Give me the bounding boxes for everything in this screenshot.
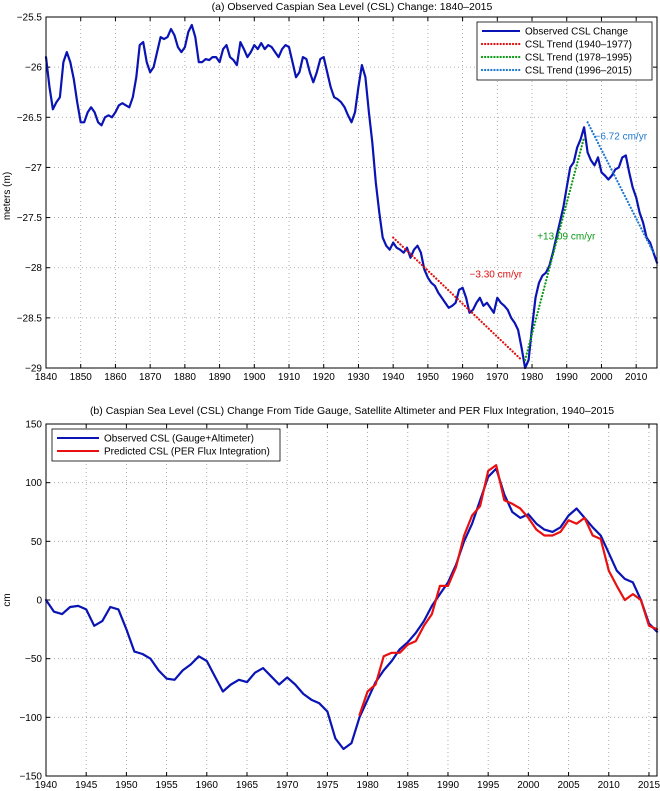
panel-a: (a) Observed Caspian Sea Level (CSL) Cha…	[2, 1, 659, 383]
panel-b-x-tick-label: 1950	[115, 780, 138, 791]
panel-b-series-2-line	[358, 464, 659, 717]
panel-b-grid	[46, 424, 657, 776]
panel-a-x-tick-label: 1890	[208, 372, 231, 383]
panel-a-x-tick-label: 1930	[347, 372, 370, 383]
panel-b-x-tick-label: 1945	[75, 780, 98, 791]
panel-a-x-tick-label: 1940	[382, 372, 405, 383]
panel-b-y-tick-label: 150	[25, 420, 42, 431]
panel-a-legend-label: CSL Trend (1978–1995)	[525, 53, 632, 64]
panel-a-y-tick-label: −26.5	[17, 113, 43, 124]
panel-b-y-tick-label: 100	[25, 478, 42, 489]
panel-b-y-tick-label: −100	[19, 713, 42, 724]
panel-a-x-tick-label: 1860	[104, 372, 127, 383]
panel-a-series-4-line	[586, 121, 655, 254]
panel-a-y-tick-label: −25.5	[17, 13, 43, 24]
panel-a-x-tick-label: 1980	[521, 372, 544, 383]
panel-b-x-tick-label: 2000	[517, 780, 540, 791]
panel-a-series	[44, 23, 659, 370]
panel-a-legend: Observed CSL Change CSL Trend (1940–1977)…	[476, 21, 653, 81]
panel-b-y-tick-label: 50	[31, 537, 43, 548]
panel-a-x-tick-label: 1970	[486, 372, 509, 383]
panel-a-x-tick-label: 1960	[451, 372, 474, 383]
panel-b-x-tick-label: 2010	[598, 780, 621, 791]
panel-a-x-tick-label: 1900	[243, 372, 266, 383]
panel-a-ticks: 1840 1850 1860 1870 1880 1890 1900 1910 1920 1930…	[17, 13, 657, 383]
panel-b-y-tick-label: −50	[25, 654, 42, 665]
panel-b-legend-label: Predicted CSL (PER Flux Integration)	[104, 447, 270, 458]
panel-b-x-tick-label: 1970	[276, 780, 299, 791]
panel-b-y-tick-label: −150	[19, 772, 42, 783]
panel-a-y-tick-label: −27.5	[17, 213, 43, 224]
panel-b-x-tick-label: 1995	[477, 780, 500, 791]
panel-a-trend-annotation: −6.72 cm/yr	[595, 131, 648, 142]
panel-b-y-axis-label: cm	[2, 593, 13, 606]
panel-b-x-tick-label: 1955	[155, 780, 178, 791]
panel-a-x-tick-label: 1950	[417, 372, 440, 383]
panel-b-ticks: 1940 1945 1950 1955 1960 1965 1970 1975 1980 1985…	[19, 420, 660, 791]
panel-a-trend-annotation: −3.30 cm/yr	[470, 270, 523, 281]
panel-b: (b) Caspian Sea Level (CSL) Change From …	[2, 405, 660, 791]
panel-a-legend-label: Observed CSL Change	[525, 27, 628, 38]
panel-a-x-tick-label: 1840	[35, 372, 58, 383]
panel-a-y-tick-label: −28.5	[17, 313, 43, 324]
panel-a-title: (a) Observed Caspian Sea Level (CSL) Cha…	[212, 1, 493, 13]
panel-b-series	[44, 464, 659, 751]
panel-a-x-tick-label: 1870	[139, 372, 162, 383]
panel-b-legend-label: Observed CSL (Gauge+Altimeter)	[104, 434, 254, 445]
panel-b-x-tick-label: 1990	[437, 780, 460, 791]
panel-a-y-tick-label: −26	[25, 63, 42, 74]
panel-b-x-tick-label: 1980	[356, 780, 379, 791]
panel-a-x-tick-label: 1990	[556, 372, 579, 383]
panel-a-trend-annotation: +13.09 cm/yr	[537, 232, 596, 243]
panel-b-x-tick-label: 1960	[196, 780, 219, 791]
panel-a-y-tick-label: −27	[25, 163, 42, 174]
panel-b-x-tick-label: 2005	[557, 780, 580, 791]
panel-a-series-2-line	[392, 236, 523, 362]
panel-a-x-tick-label: 2010	[625, 372, 648, 383]
panel-b-plot-frame	[45, 423, 658, 777]
panel-b-x-tick-label: 1985	[397, 780, 420, 791]
panel-a-y-axis-label: meters (m)	[2, 172, 13, 220]
panel-a-x-tick-label: 1920	[313, 372, 336, 383]
panel-b-y-tick-label: 0	[36, 596, 42, 607]
panel-b-x-tick-label: 1975	[316, 780, 339, 791]
panel-a-legend-label: CSL Trend (1996–2015)	[525, 66, 632, 77]
panel-a-x-tick-label: 2000	[590, 372, 613, 383]
panel-b-x-tick-label: 2015	[638, 780, 660, 791]
panel-a-annotations: −3.30 cm/yr +13.09 cm/yr −6.72 cm/yr	[470, 131, 648, 280]
panel-b-legend: Observed CSL (Gauge+Altimeter) Predicted …	[51, 428, 281, 462]
panel-a-x-tick-label: 1880	[174, 372, 197, 383]
panel-a-plot-frame	[45, 16, 658, 369]
panel-b-series-1-line	[44, 467, 659, 751]
panel-b-legend-box	[51, 428, 281, 462]
panel-b-x-tick-label: 1940	[35, 780, 58, 791]
panel-a-y-tick-label: −29	[25, 364, 42, 375]
panel-a-y-tick-label: −28	[25, 263, 42, 274]
panel-b-title: (b) Caspian Sea Level (CSL) Change From …	[90, 405, 614, 417]
panel-a-x-tick-label: 1850	[70, 372, 93, 383]
panel-a-grid	[46, 17, 657, 368]
panel-a-legend-label: CSL Trend (1940–1977)	[525, 40, 632, 51]
panel-b-x-tick-label: 1965	[236, 780, 259, 791]
panel-a-series-1-line	[44, 23, 659, 370]
panel-a-x-tick-label: 1910	[278, 372, 301, 383]
panel-a-series-3-line	[524, 136, 586, 362]
